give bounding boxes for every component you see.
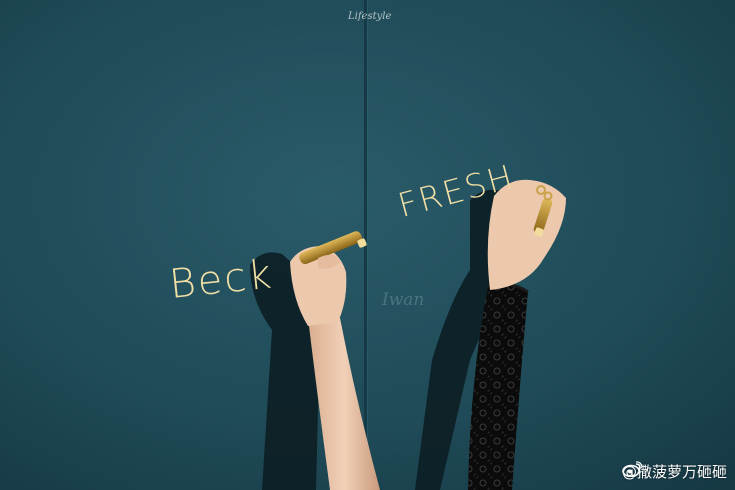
lace-sleeve bbox=[468, 284, 528, 490]
weibo-watermark: @撒菠萝万砸砸 bbox=[622, 461, 727, 482]
ring bbox=[536, 185, 546, 195]
right-arm-shadow bbox=[415, 189, 505, 490]
faint-handwriting: Iwan bbox=[382, 290, 425, 310]
left-marker bbox=[299, 231, 367, 265]
watermark-text: @撒菠萝万砸砸 bbox=[621, 463, 727, 481]
photographer-signature: Lifestyle bbox=[348, 11, 392, 22]
left-arm bbox=[308, 318, 380, 490]
right-marker bbox=[533, 198, 553, 237]
weibo-icon bbox=[622, 461, 642, 477]
